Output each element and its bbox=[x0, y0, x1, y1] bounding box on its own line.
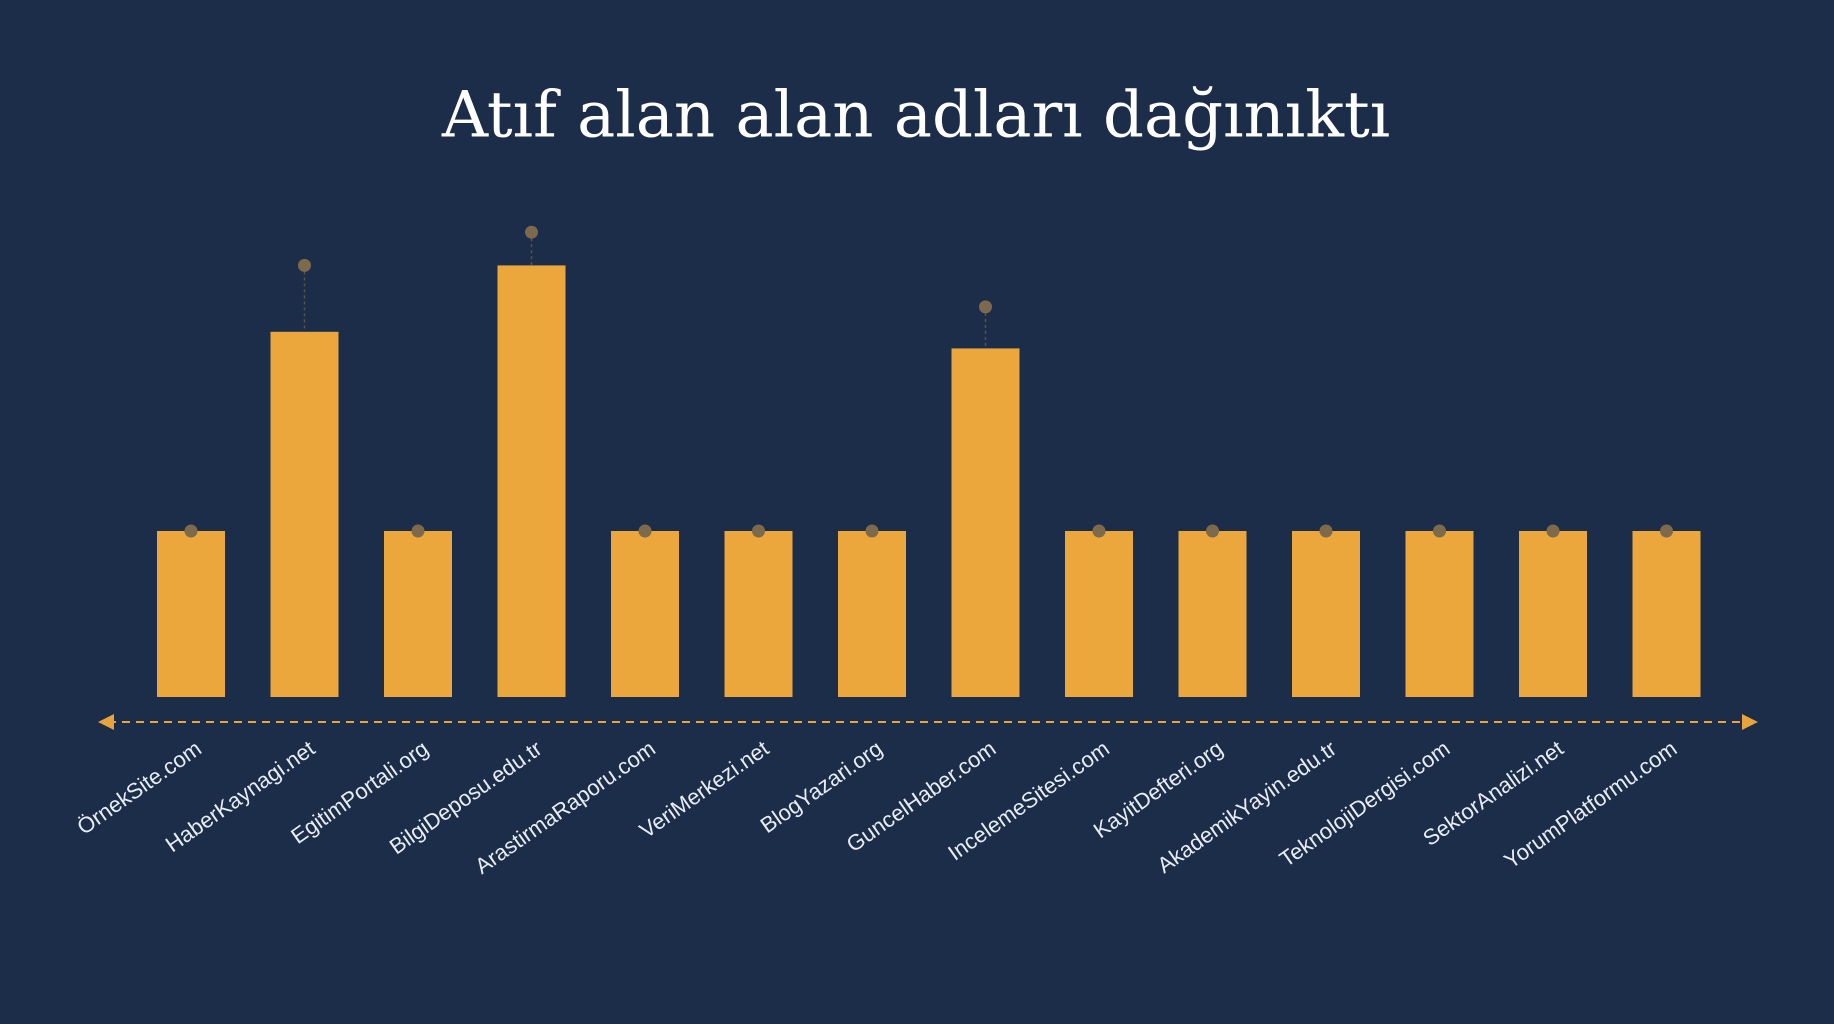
bar bbox=[838, 531, 906, 697]
bar bbox=[724, 531, 793, 697]
bar bbox=[1519, 531, 1587, 697]
bar bbox=[951, 348, 1020, 697]
axis-arrow-right bbox=[1742, 714, 1758, 730]
axis-line bbox=[98, 714, 1758, 730]
bar bbox=[497, 265, 566, 697]
dot-marker bbox=[979, 300, 992, 314]
bar bbox=[1292, 531, 1360, 697]
chart-title: Atıf alan alan adları dağınıktı bbox=[441, 79, 1390, 153]
bar bbox=[384, 531, 452, 697]
dot-marker bbox=[752, 524, 765, 538]
dot-marker bbox=[525, 225, 538, 239]
dot-marker bbox=[638, 524, 652, 538]
dot-marker bbox=[1319, 524, 1333, 538]
bar bbox=[1065, 531, 1133, 697]
bar bbox=[1178, 531, 1247, 697]
dot-marker bbox=[1092, 524, 1106, 538]
dot-marker bbox=[1433, 524, 1446, 538]
dot-marker bbox=[298, 258, 311, 272]
dot-marker bbox=[1660, 524, 1673, 538]
bar bbox=[157, 531, 225, 697]
bar bbox=[1405, 531, 1474, 697]
dot-marker bbox=[865, 524, 879, 538]
bar bbox=[270, 331, 339, 697]
dot-marker bbox=[1206, 524, 1219, 538]
bar bbox=[1632, 531, 1701, 697]
dot-marker bbox=[411, 524, 425, 538]
dot-marker bbox=[1546, 524, 1560, 538]
dot-marker bbox=[184, 524, 198, 538]
axis-arrow-left bbox=[98, 714, 114, 730]
bar bbox=[611, 531, 679, 697]
